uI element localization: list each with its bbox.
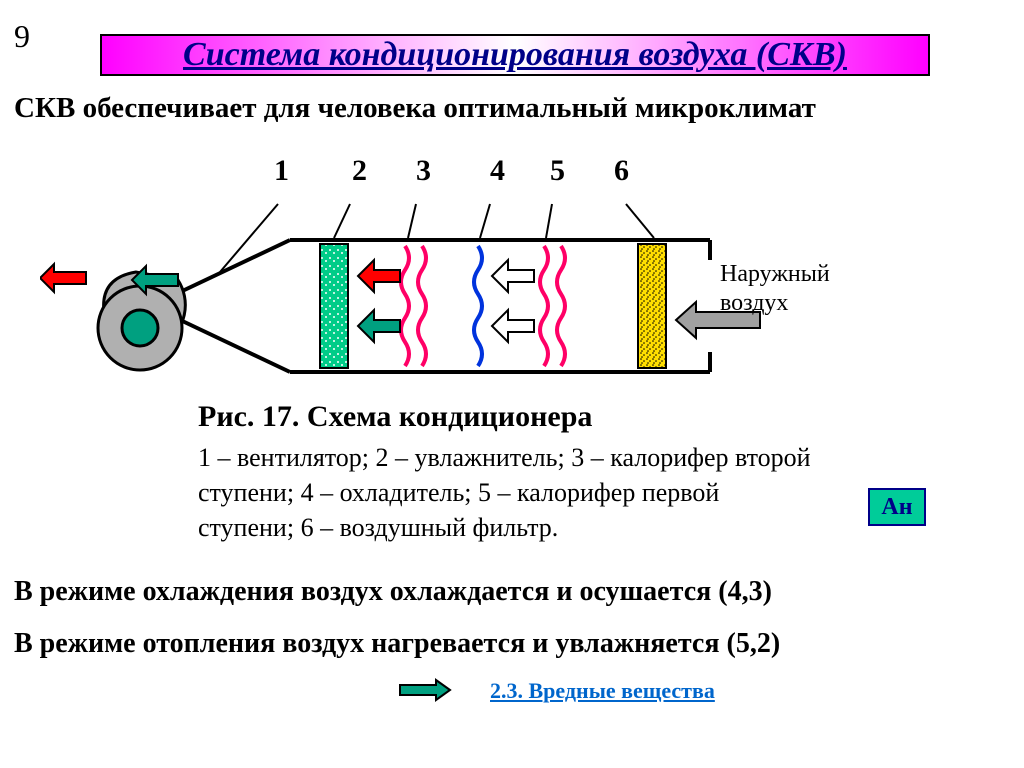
arrow-white-2	[492, 310, 534, 342]
heater2-lines	[401, 246, 426, 366]
link-arrow-icon	[396, 678, 466, 702]
mode-heating-text: В режиме отопления воздух нагревается и …	[14, 628, 780, 660]
legend-text: 1 – вентилятор; 2 – увлажнитель; 3 – кал…	[198, 440, 818, 545]
arrow-mid-teal	[358, 310, 400, 342]
external-air-label: Наружныйвоздух	[720, 260, 830, 318]
mode-cooling-text: В режиме охлаждения воздух охлаждается и…	[14, 576, 772, 608]
humidifier-block	[320, 244, 348, 368]
cooler-lines	[474, 246, 482, 366]
funnel	[176, 240, 290, 372]
arrow-out-red	[40, 264, 86, 292]
filter-block	[638, 244, 666, 368]
next-section-link[interactable]: 2.3. Вредные вещества	[490, 678, 715, 704]
subtitle-text: СКВ обеспечивает для человека оптимальны…	[14, 92, 816, 125]
figure-caption: Рис. 17. Схема кондиционера	[198, 400, 592, 434]
arrow-white-1	[492, 260, 534, 292]
heater1-lines	[540, 246, 565, 366]
page-title: Система кондиционирования воздуха (СКВ)	[183, 36, 847, 74]
arrow-mid-red	[358, 260, 400, 292]
title-banner: Система кондиционирования воздуха (СКВ)	[100, 34, 930, 76]
an-button[interactable]: Ан	[868, 488, 926, 526]
page-number: 9	[14, 18, 30, 55]
